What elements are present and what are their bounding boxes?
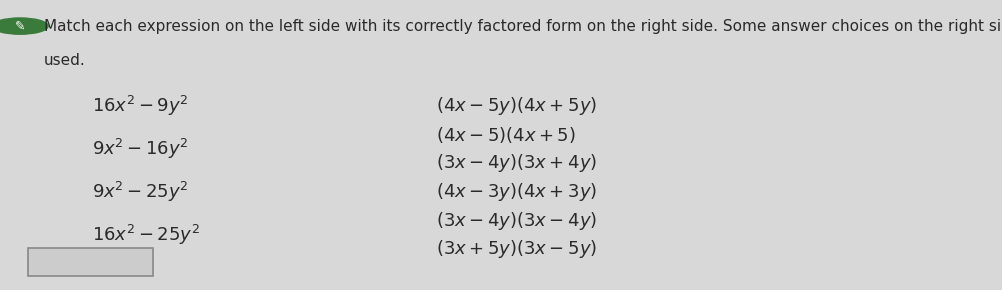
- Text: $16x^2 - 25y^2$: $16x^2 - 25y^2$: [92, 222, 200, 247]
- Text: $(4x - 5)(4x + 5)$: $(4x - 5)(4x + 5)$: [436, 125, 575, 144]
- Text: $(3x + 5y)(3x - 5y)$: $(3x + 5y)(3x - 5y)$: [436, 238, 597, 260]
- Text: $(4x - 5y)(4x + 5y)$: $(4x - 5y)(4x + 5y)$: [436, 95, 597, 117]
- Text: Match each expression on the left side with its correctly factored form on the r: Match each expression on the left side w…: [44, 19, 1002, 34]
- Circle shape: [0, 18, 48, 34]
- Text: $(4x - 3y)(4x + 3y)$: $(4x - 3y)(4x + 3y)$: [436, 181, 597, 203]
- Text: $(3x - 4y)(3x - 4y)$: $(3x - 4y)(3x - 4y)$: [436, 210, 597, 232]
- Text: $9x^2 - 16y^2$: $9x^2 - 16y^2$: [92, 137, 188, 161]
- Text: $16x^2 - 9y^2$: $16x^2 - 9y^2$: [92, 94, 188, 118]
- Text: $9x^2 - 25y^2$: $9x^2 - 25y^2$: [92, 180, 188, 204]
- FancyBboxPatch shape: [28, 248, 153, 276]
- Text: ✎: ✎: [15, 20, 25, 32]
- Text: $(3x - 4y)(3x + 4y)$: $(3x - 4y)(3x + 4y)$: [436, 152, 597, 174]
- Text: used.: used.: [44, 53, 86, 68]
